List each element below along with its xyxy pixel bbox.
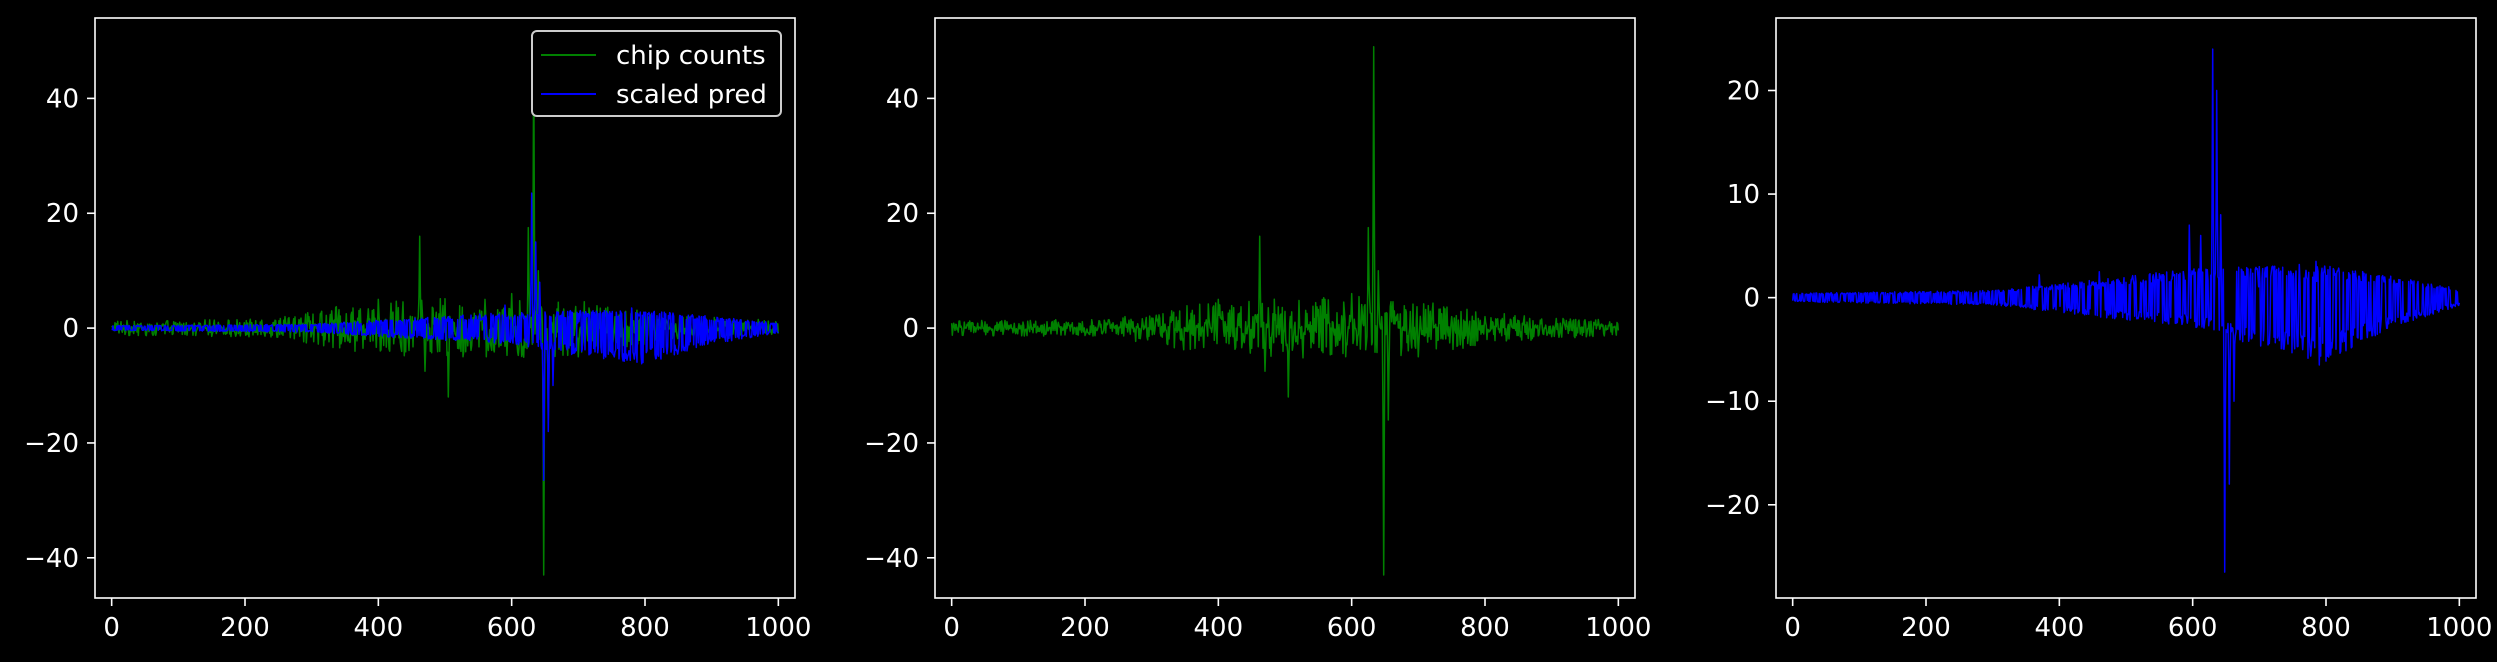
- y-tick-label: 20: [886, 199, 919, 229]
- y-tick-label: 0: [902, 314, 919, 344]
- x-tick-label: 0: [1784, 613, 1801, 643]
- legend-chip-counts-label: chip counts: [616, 41, 766, 71]
- y-tick-label: −20: [864, 429, 919, 459]
- x-tick-label: 800: [620, 613, 670, 643]
- panel-chip-counts: 0 200 400 600 800 1000 −40 −20 0 20 40: [864, 17, 1651, 643]
- y-tick-label: 40: [46, 84, 79, 114]
- y-tick-label: 10: [1727, 180, 1760, 210]
- legend: chip counts scaled pred: [531, 30, 782, 117]
- x-tick-label: 200: [1901, 613, 1951, 643]
- x-tick-label: 600: [1327, 613, 1377, 643]
- series-line-scaled-pred: [111, 192, 779, 482]
- y-tick-label: −20: [1705, 491, 1760, 521]
- x-tick-label: 200: [1060, 613, 1110, 643]
- x-tick-label: 400: [354, 613, 404, 643]
- x-tick-label: 400: [2035, 613, 2085, 643]
- x-tick-label: 600: [2168, 613, 2218, 643]
- x-tick-label: 1000: [2426, 613, 2492, 643]
- x-tick-label: 1000: [1585, 613, 1651, 643]
- legend-scaled-pred-label: scaled pred: [616, 80, 767, 110]
- y-tick-label: −40: [864, 544, 919, 574]
- panel-chip-vs-pred: 0 200 400 600 800 1000 −40 −20 0 20 40: [24, 17, 811, 643]
- x-tick-label: 1000: [745, 613, 811, 643]
- x-tick-label: 600: [487, 613, 537, 643]
- x-tick-label: 0: [943, 613, 960, 643]
- y-tick-label: −40: [24, 544, 79, 574]
- x-tick-label: 0: [103, 613, 120, 643]
- y-tick-label: 0: [62, 314, 79, 344]
- x-tick-label: 200: [220, 613, 270, 643]
- y-tick-label: 40: [886, 84, 919, 114]
- axes-frame: [94, 17, 796, 599]
- axes-frame: [934, 17, 1636, 599]
- y-tick-label: −20: [24, 429, 79, 459]
- x-tick-label: 400: [1194, 613, 1244, 643]
- series-line-series-0: [950, 45, 1620, 576]
- axes-frame: [1775, 17, 2477, 599]
- x-tick-label: 800: [1460, 613, 1510, 643]
- panel-scaled-pred: 0 200 400 600 800 1000 −20 −10 0 10 20: [1705, 17, 2492, 643]
- y-tick-label: −10: [1705, 387, 1760, 417]
- y-tick-label: 20: [1727, 77, 1760, 107]
- y-tick-label: 0: [1743, 284, 1760, 314]
- series-line-series-0: [1791, 48, 2461, 573]
- x-tick-label: 800: [2301, 613, 2351, 643]
- y-tick-label: 20: [46, 199, 79, 229]
